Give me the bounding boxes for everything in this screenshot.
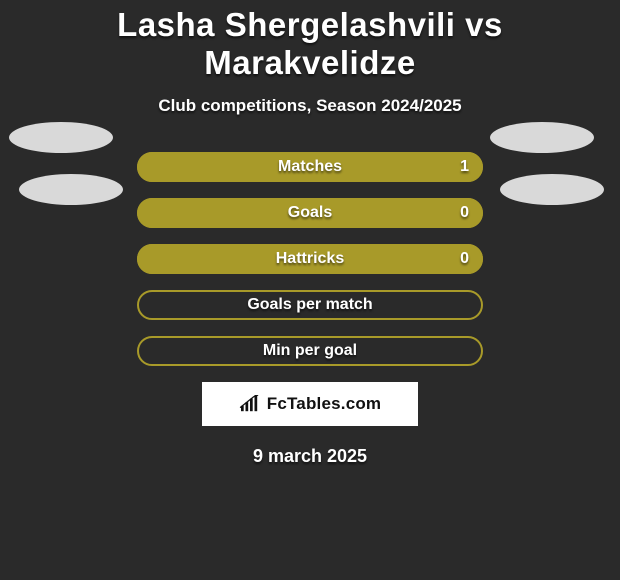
stat-bar-value: 0 (460, 198, 469, 228)
stat-bars: Matches1Goals0Hattricks0Goals per matchM… (137, 152, 483, 366)
stat-bar-value: 0 (460, 244, 469, 274)
brand-box[interactable]: FcTables.com (202, 382, 418, 426)
stats-card: Lasha Shergelashvili vs Marakvelidze Clu… (0, 0, 620, 580)
avatar-right-player2 (500, 174, 604, 205)
stat-bar: Matches1 (137, 152, 483, 182)
stat-bar: Min per goal (137, 336, 483, 366)
avatar-left-player2 (19, 174, 123, 205)
avatar-left-player1 (9, 122, 113, 153)
stat-bar: Goals0 (137, 198, 483, 228)
stat-bar-label: Goals (137, 198, 483, 228)
brand-text: FcTables.com (267, 394, 382, 414)
page-title: Lasha Shergelashvili vs Marakvelidze (0, 6, 620, 82)
avatar-right-player1 (490, 122, 594, 153)
barchart-icon (239, 395, 261, 413)
stat-bar-label: Goals per match (137, 290, 483, 320)
stat-bar-label: Min per goal (137, 336, 483, 366)
stat-bar-label: Matches (137, 152, 483, 182)
stat-bar-label: Hattricks (137, 244, 483, 274)
page-subtitle: Club competitions, Season 2024/2025 (0, 96, 620, 116)
stat-bar-value: 1 (460, 152, 469, 182)
stat-bar: Hattricks0 (137, 244, 483, 274)
stat-bar: Goals per match (137, 290, 483, 320)
date-label: 9 march 2025 (0, 446, 620, 467)
